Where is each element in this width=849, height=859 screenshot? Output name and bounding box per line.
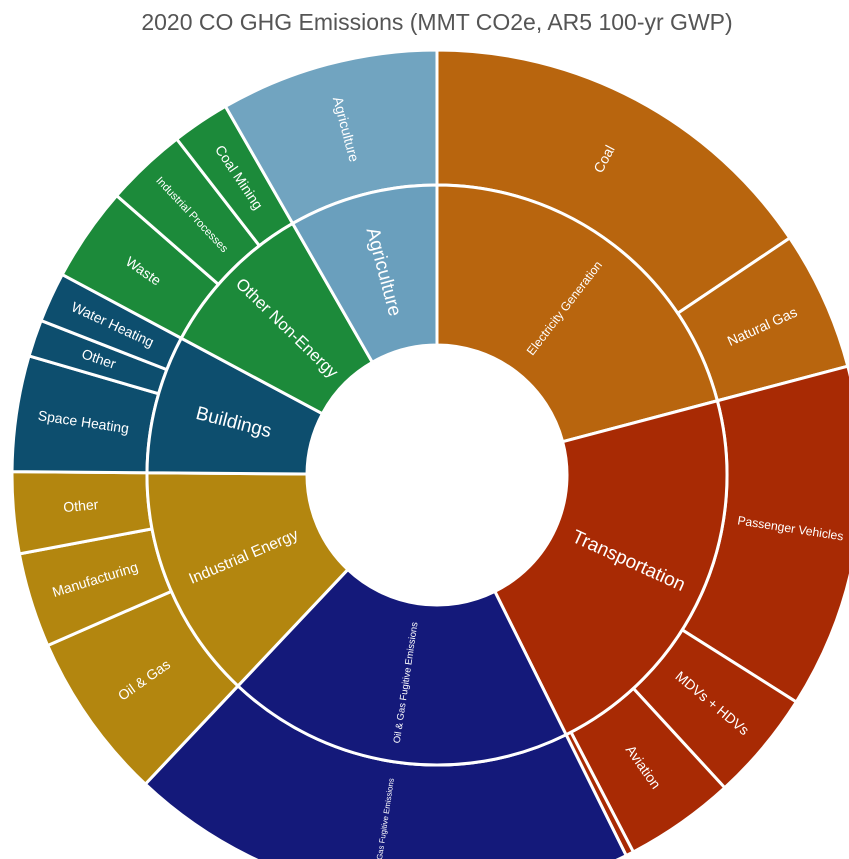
inner-segment [235,567,569,767]
inner-segment [492,398,729,737]
segment-label: Other [63,496,100,515]
inner-segment [290,183,439,365]
inner-segment [145,471,350,689]
inner-segment [435,183,720,444]
chart-title: 2020 CO GHG Emissions (MMT CO2e, AR5 100… [141,9,732,35]
